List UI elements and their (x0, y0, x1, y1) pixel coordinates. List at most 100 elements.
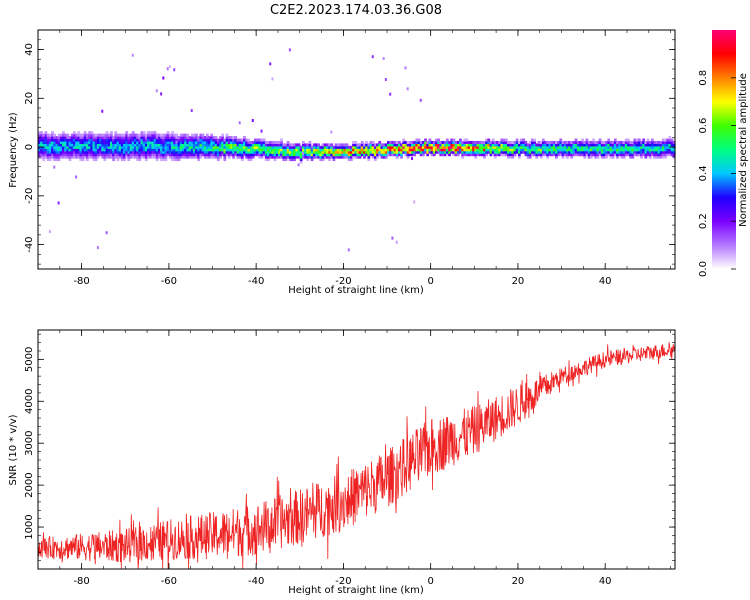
heatmap-cell (199, 145, 203, 149)
heatmap-cell (288, 158, 292, 162)
heatmap-cell (367, 153, 371, 157)
snr-x-tick-label: -60 (161, 576, 177, 587)
heatmap-cell (116, 138, 120, 142)
heatmap-cell (96, 133, 100, 137)
heatmap-cell (212, 148, 216, 152)
heatmap-cell (72, 140, 76, 145)
heatmap-cell (190, 143, 194, 147)
heatmap-cell (611, 155, 615, 159)
heatmap-cell (160, 136, 163, 140)
heatmap-cell (175, 140, 178, 144)
heatmap-cell (648, 140, 652, 145)
heatmap-cell (448, 148, 451, 152)
heatmap-cell (509, 150, 512, 154)
heatmap-cell (262, 143, 266, 147)
heatmap-cell (559, 150, 563, 154)
heatmap-cell (448, 145, 451, 149)
heatmap-cell (306, 148, 310, 152)
heatmap-cell (574, 145, 578, 149)
heatmap-cell (85, 158, 89, 162)
heatmap-cell (136, 133, 139, 137)
heatmap-cell (328, 155, 331, 159)
heatmap-cell (51, 140, 54, 145)
heatmap-cell (607, 153, 611, 157)
heatmap-cell (369, 150, 373, 154)
heatmap-cell (79, 136, 83, 140)
heatmap-cell (465, 140, 469, 145)
heatmap-cell (517, 143, 521, 147)
heatmap-cell (613, 138, 617, 142)
heatmap-cell (70, 140, 74, 145)
heatmap-cell (271, 77, 274, 81)
heatmap-cell (640, 145, 643, 149)
heatmap-cell (46, 138, 50, 142)
heatmap-cell (666, 140, 670, 145)
heatmap-cell (637, 153, 641, 157)
heatmap-cell (358, 153, 362, 157)
heatmap-cell (236, 143, 240, 147)
heatmap-cell (245, 138, 249, 142)
heatmap-cell (138, 155, 142, 159)
heatmap-cell (277, 153, 281, 157)
heatmap-cell (173, 138, 177, 142)
heatmap-cell (282, 158, 286, 162)
heatmap-cell (258, 140, 262, 145)
heatmap-cell (489, 143, 493, 147)
heatmap-cell (77, 150, 81, 154)
heatmap-cell (483, 148, 486, 152)
heatmap-cell (343, 148, 347, 152)
heatmap-cell (136, 148, 139, 152)
heatmap-cell (467, 143, 471, 147)
heatmap-cell (101, 143, 105, 147)
colorbar-tick-label: 0.0 (698, 261, 709, 277)
heatmap-cell (90, 155, 94, 159)
heatmap-cell (79, 155, 83, 159)
heatmap-cell (443, 150, 447, 154)
heatmap-cell (127, 155, 131, 159)
heatmap-cell (367, 158, 371, 162)
heatmap-cell (373, 145, 377, 149)
heatmap-cell (430, 143, 434, 147)
heatmap-cell (251, 150, 255, 154)
heatmap-cell (430, 145, 434, 149)
heatmap-cell (269, 153, 273, 157)
heatmap-cell (40, 131, 43, 135)
heatmap-cell (391, 150, 395, 154)
heatmap-cell (133, 133, 137, 137)
heatmap-cell (210, 133, 214, 137)
heatmap-cell (559, 140, 563, 145)
heatmap-cell (249, 155, 253, 159)
heatmap-cell (321, 155, 325, 159)
heatmap-cell (596, 148, 600, 152)
heatmap-cell (151, 150, 155, 154)
heatmap-cell (613, 153, 617, 157)
heatmap-cell (44, 153, 48, 157)
heatmap-cell (253, 140, 257, 145)
heatmap-cell (395, 240, 398, 244)
heatmap-cell (424, 143, 427, 147)
heatmap-cell (234, 136, 238, 140)
heatmap-cell (164, 140, 168, 145)
heatmap-cell (522, 148, 526, 152)
heatmap-cell (437, 138, 440, 142)
heatmap-cell (229, 140, 233, 145)
heatmap-cell (319, 153, 323, 157)
heatmap-cell (539, 145, 543, 149)
heatmap-cell (107, 140, 111, 145)
heatmap-cell (541, 150, 545, 154)
heatmap-cell (395, 155, 399, 159)
heatmap-cell (472, 153, 475, 157)
heatmap-cell (171, 145, 174, 149)
heatmap-cell (504, 148, 508, 152)
heatmap-cell (164, 158, 168, 162)
heatmap-cell (271, 150, 275, 154)
heatmap-cell (463, 138, 467, 142)
heatmap-cell (212, 140, 216, 145)
heatmap-cell (642, 153, 646, 157)
heatmap-cell (570, 155, 574, 159)
heatmap-cell (269, 155, 273, 159)
heatmap-cell (59, 138, 63, 142)
heatmap-cell (181, 138, 185, 142)
heatmap-cell (212, 145, 216, 149)
